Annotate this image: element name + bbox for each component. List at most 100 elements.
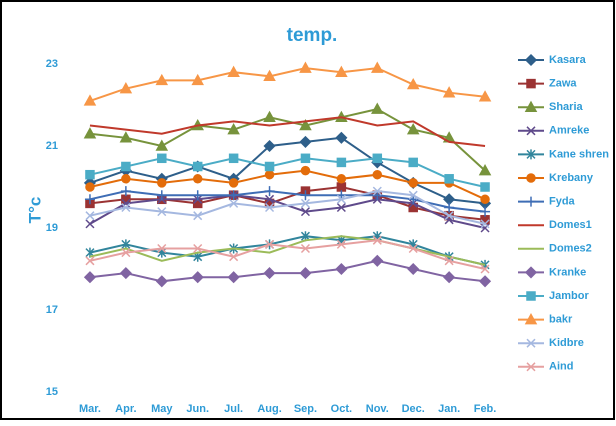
- marker: [264, 161, 275, 172]
- legend-label: Krebany: [549, 172, 594, 184]
- x-tick-label: Nov.: [366, 403, 389, 415]
- marker: [336, 174, 347, 184]
- marker: [121, 202, 131, 213]
- marker: [263, 267, 276, 280]
- marker: [157, 207, 167, 217]
- marker: [371, 102, 384, 114]
- legend-label: Aind: [549, 361, 573, 373]
- marker: [227, 123, 240, 135]
- marker: [524, 313, 538, 325]
- marker: [335, 262, 348, 276]
- marker: [156, 190, 167, 201]
- marker: [406, 123, 420, 135]
- marker: [480, 194, 490, 205]
- marker: [192, 190, 203, 201]
- marker: [372, 153, 383, 164]
- marker: [336, 182, 347, 192]
- y-tick-label: 21: [46, 140, 58, 152]
- marker: [526, 291, 536, 301]
- line: [89, 157, 486, 188]
- marker: [526, 126, 536, 136]
- marker: [228, 190, 239, 201]
- y-tick-label: 17: [46, 304, 58, 316]
- marker: [227, 271, 240, 284]
- legend-label: Domes2: [549, 243, 592, 255]
- marker: [480, 206, 491, 217]
- x-tick-label: Sep.: [294, 403, 317, 415]
- line: [89, 116, 486, 147]
- line: [89, 67, 486, 102]
- marker: [85, 169, 95, 180]
- marker: [83, 127, 97, 139]
- marker: [228, 153, 239, 164]
- marker: [227, 65, 240, 77]
- marker: [300, 198, 310, 208]
- marker: [526, 338, 536, 348]
- marker: [336, 157, 347, 168]
- marker: [524, 53, 538, 67]
- y-tick-label: 15: [46, 386, 58, 398]
- marker: [372, 186, 382, 196]
- marker: [408, 190, 418, 200]
- marker: [85, 256, 95, 266]
- marker: [191, 73, 204, 86]
- marker: [526, 196, 536, 207]
- marker: [300, 243, 310, 254]
- marker: [408, 157, 418, 168]
- marker: [300, 165, 311, 176]
- marker: [155, 73, 169, 86]
- line: [89, 136, 486, 205]
- marker: [335, 131, 348, 144]
- marker: [265, 239, 275, 249]
- x-tick-label: Oct.: [331, 403, 352, 415]
- marker: [480, 223, 490, 233]
- marker: [480, 219, 490, 229]
- marker: [442, 86, 456, 98]
- marker: [85, 182, 95, 192]
- marker: [299, 267, 312, 280]
- marker: [371, 61, 384, 73]
- marker: [85, 211, 95, 221]
- marker: [444, 211, 454, 221]
- marker: [372, 169, 383, 180]
- line: [89, 190, 486, 225]
- series: [85, 186, 490, 229]
- line: [89, 108, 486, 172]
- series: [84, 186, 491, 217]
- marker: [119, 131, 133, 143]
- marker: [263, 139, 276, 153]
- marker: [336, 239, 346, 249]
- legend-label: Sharia: [549, 101, 584, 113]
- marker: [121, 174, 131, 184]
- marker: [299, 135, 312, 148]
- series: [83, 254, 492, 288]
- legend-label: Domes1: [549, 219, 592, 231]
- marker: [191, 271, 204, 284]
- marker: [192, 198, 203, 209]
- marker: [265, 194, 275, 204]
- marker: [406, 77, 420, 90]
- marker: [229, 198, 239, 208]
- marker: [229, 252, 239, 262]
- legend-label: Kane shren: [549, 148, 609, 160]
- marker: [121, 248, 131, 258]
- marker: [119, 82, 133, 94]
- marker: [408, 243, 418, 254]
- marker: [478, 164, 492, 176]
- line: [89, 259, 486, 283]
- marker: [264, 186, 275, 197]
- marker: [300, 190, 311, 201]
- marker: [157, 243, 167, 254]
- marker: [299, 118, 312, 131]
- marker: [120, 186, 131, 197]
- marker: [478, 275, 492, 288]
- marker: [157, 153, 167, 164]
- marker: [524, 266, 538, 279]
- marker: [85, 219, 95, 229]
- marker: [480, 182, 490, 192]
- marker: [480, 264, 490, 274]
- marker: [83, 94, 97, 106]
- marker: [444, 256, 454, 266]
- y-axis-label: T°c: [25, 197, 44, 224]
